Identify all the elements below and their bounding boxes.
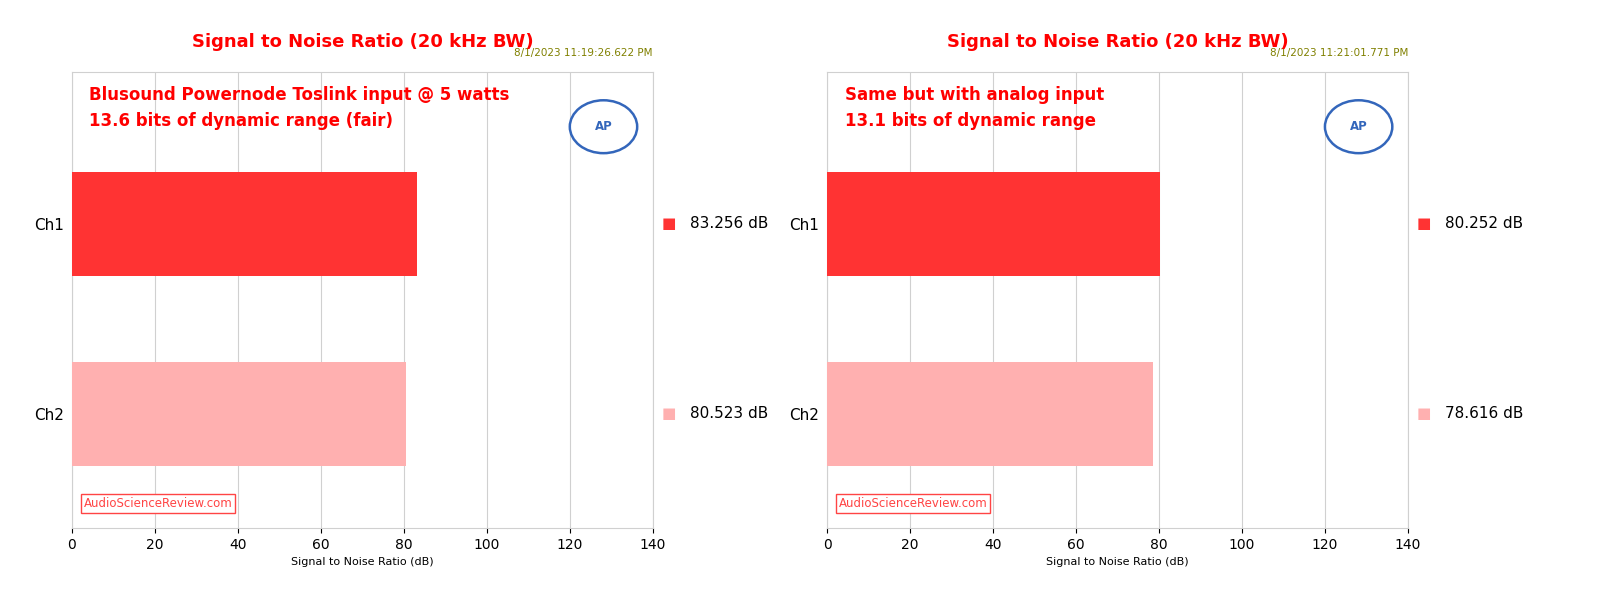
Text: 80.523 dB: 80.523 dB — [690, 407, 768, 421]
Title: Signal to Noise Ratio (20 kHz BW): Signal to Noise Ratio (20 kHz BW) — [192, 33, 533, 51]
Text: ■: ■ — [661, 407, 675, 421]
Bar — [72, 172, 418, 276]
Circle shape — [570, 100, 637, 153]
Text: AP: AP — [595, 120, 613, 133]
Text: ■: ■ — [1416, 407, 1430, 421]
Text: ■: ■ — [1416, 217, 1430, 232]
Text: Blusound Powernode Toslink input @ 5 watts
13.6 bits of dynamic range (fair): Blusound Powernode Toslink input @ 5 wat… — [90, 86, 510, 130]
Text: AudioScienceReview.com: AudioScienceReview.com — [83, 497, 232, 510]
Text: AudioScienceReview.com: AudioScienceReview.com — [838, 497, 987, 510]
Bar — [72, 362, 406, 466]
Text: 8/1/2023 11:21:01.771 PM: 8/1/2023 11:21:01.771 PM — [1270, 49, 1408, 58]
Text: 80.252 dB: 80.252 dB — [1445, 217, 1523, 232]
Circle shape — [1325, 100, 1392, 153]
Text: 78.616 dB: 78.616 dB — [1445, 407, 1523, 421]
X-axis label: Signal to Noise Ratio (dB): Signal to Noise Ratio (dB) — [291, 557, 434, 567]
Title: Signal to Noise Ratio (20 kHz BW): Signal to Noise Ratio (20 kHz BW) — [947, 33, 1288, 51]
Text: AP: AP — [1350, 120, 1368, 133]
X-axis label: Signal to Noise Ratio (dB): Signal to Noise Ratio (dB) — [1046, 557, 1189, 567]
Text: 8/1/2023 11:19:26.622 PM: 8/1/2023 11:19:26.622 PM — [514, 49, 653, 58]
Bar — [827, 172, 1160, 276]
Text: Same but with analog input
13.1 bits of dynamic range: Same but with analog input 13.1 bits of … — [845, 86, 1104, 130]
Bar — [827, 362, 1154, 466]
Text: ■: ■ — [661, 217, 675, 232]
Text: 83.256 dB: 83.256 dB — [690, 217, 768, 232]
